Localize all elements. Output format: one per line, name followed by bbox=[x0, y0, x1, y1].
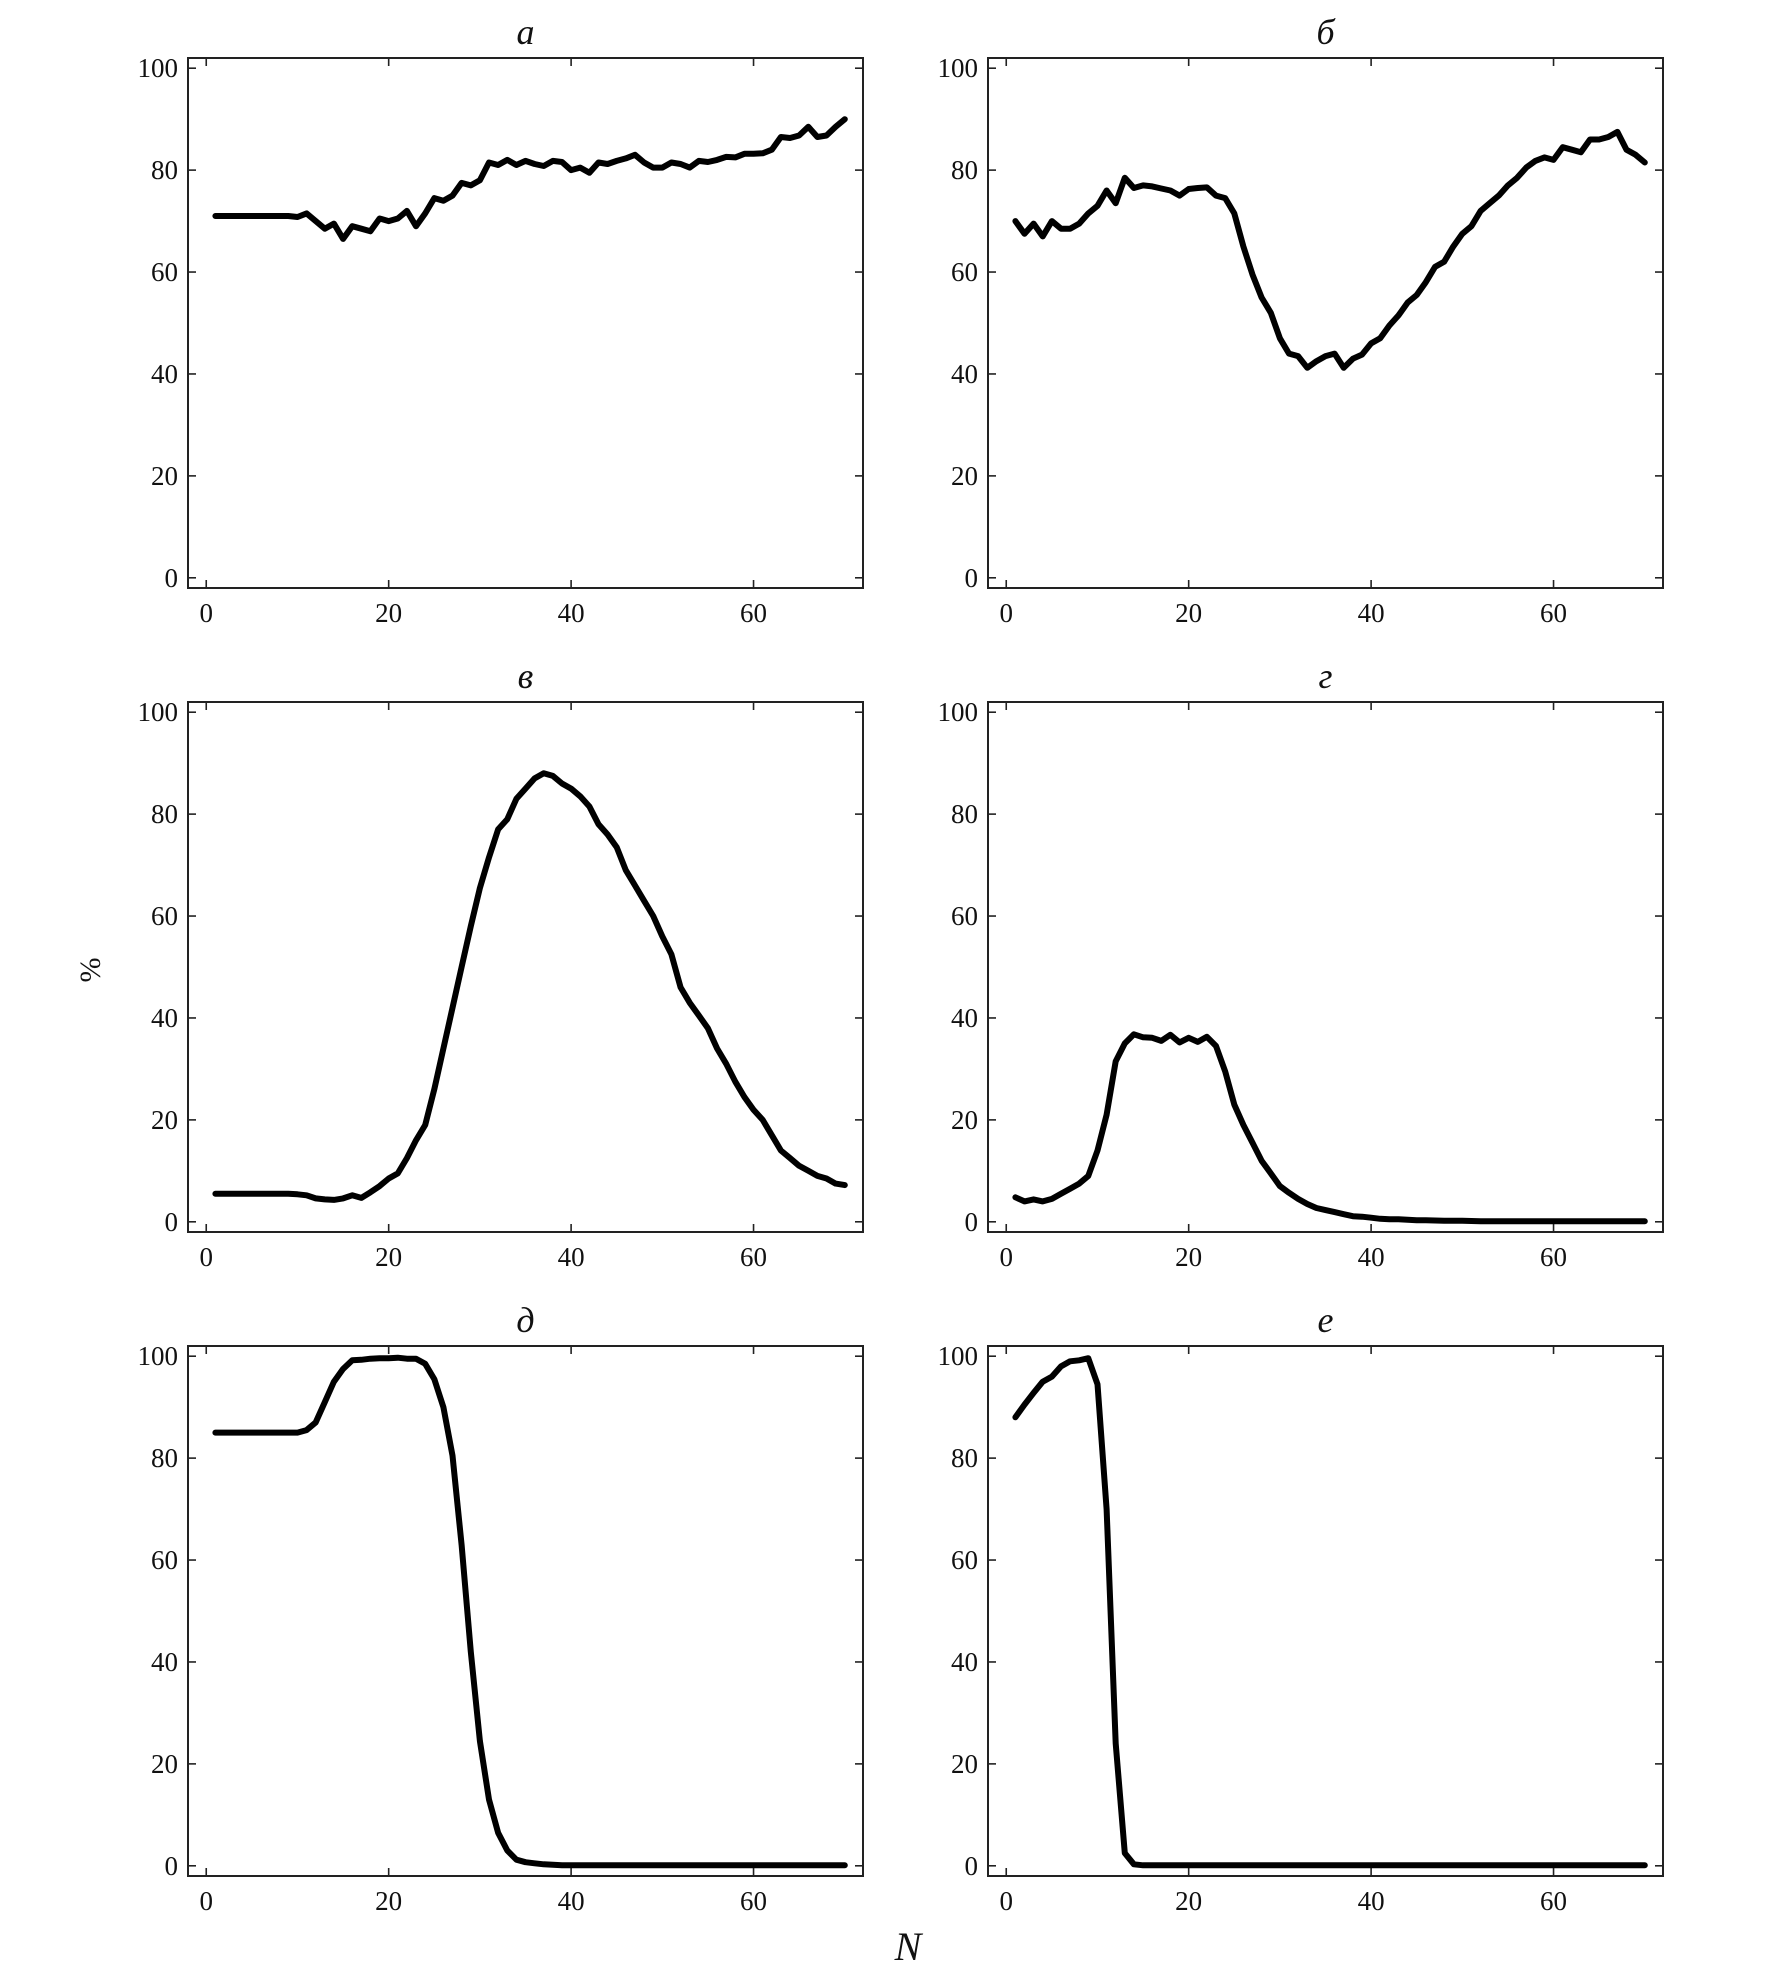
y-tick-label: 80 bbox=[951, 799, 978, 829]
y-tick-label: 100 bbox=[138, 1341, 179, 1371]
y-tick-label: 0 bbox=[165, 1207, 179, 1237]
y-tick-label: 0 bbox=[165, 563, 179, 593]
subplot-1: а 0 20 40 60 80 100 0 20 40 60 bbox=[138, 12, 864, 628]
plot-frame bbox=[187, 1345, 864, 1877]
y-tick-label: 60 bbox=[151, 901, 178, 931]
x-tick-label: 0 bbox=[999, 1242, 1013, 1272]
x-tick-label: 20 bbox=[1175, 1886, 1202, 1916]
series-line bbox=[212, 770, 848, 1203]
series-line bbox=[212, 1354, 848, 1869]
y-tick-label: 40 bbox=[951, 1003, 978, 1033]
plot-frame bbox=[987, 701, 1664, 1233]
y-tick-label: 20 bbox=[151, 1105, 178, 1135]
subplot-3: в 0 20 40 60 80 100 0 20 40 60 bbox=[138, 656, 864, 1272]
x-tick-label: 0 bbox=[199, 598, 213, 628]
y-tick-label: 0 bbox=[965, 1851, 979, 1881]
y-tick-label: 60 bbox=[151, 1545, 178, 1575]
x-axis-label: N bbox=[894, 1924, 924, 1969]
series-line bbox=[212, 116, 848, 242]
x-tick-label: 60 bbox=[740, 598, 767, 628]
y-tick-label: 40 bbox=[951, 1647, 978, 1677]
y-tick-label: 80 bbox=[951, 155, 978, 185]
y-tick-label: 40 bbox=[151, 1647, 178, 1677]
panel-title: е bbox=[1318, 1300, 1334, 1340]
y-tick-label: 60 bbox=[951, 1545, 978, 1575]
y-tick-label: 60 bbox=[951, 257, 978, 287]
panel-title: б bbox=[1316, 12, 1336, 52]
x-tick-label: 20 bbox=[375, 1242, 402, 1272]
y-tick-label: 100 bbox=[938, 697, 979, 727]
y-tick-label: 20 bbox=[951, 1749, 978, 1779]
y-tick-label: 60 bbox=[951, 901, 978, 931]
plot-frame bbox=[987, 57, 1664, 589]
subplot-4: г 0 20 40 60 80 100 0 20 40 60 bbox=[938, 656, 1664, 1272]
y-tick-label: 100 bbox=[138, 53, 179, 83]
y-tick-label: 20 bbox=[151, 461, 178, 491]
x-tick-label: 40 bbox=[1358, 598, 1385, 628]
x-tick-label: 40 bbox=[1358, 1242, 1385, 1272]
x-tick-label: 20 bbox=[1175, 598, 1202, 628]
y-tick-label: 100 bbox=[138, 697, 179, 727]
y-tick-label: 20 bbox=[951, 1105, 978, 1135]
y-tick-label: 0 bbox=[965, 1207, 979, 1237]
y-tick-label: 40 bbox=[151, 1003, 178, 1033]
x-tick-label: 0 bbox=[999, 598, 1013, 628]
subplot-grid: а 0 20 40 60 80 100 0 20 40 60 б 0 20 40 60 80 100 0 20 40 60… bbox=[138, 12, 1664, 1916]
panel-title: а bbox=[517, 12, 535, 52]
plot-frame bbox=[187, 701, 864, 1233]
y-tick-label: 80 bbox=[151, 799, 178, 829]
x-tick-label: 0 bbox=[199, 1886, 213, 1916]
y-tick-label: 20 bbox=[151, 1749, 178, 1779]
y-tick-label: 60 bbox=[151, 257, 178, 287]
x-tick-label: 20 bbox=[375, 598, 402, 628]
x-tick-label: 60 bbox=[1540, 598, 1567, 628]
y-tick-label: 20 bbox=[951, 461, 978, 491]
x-tick-label: 60 bbox=[1540, 1886, 1567, 1916]
x-tick-label: 40 bbox=[558, 1242, 585, 1272]
x-tick-label: 60 bbox=[740, 1886, 767, 1916]
plot-frame bbox=[187, 57, 864, 589]
x-tick-label: 0 bbox=[999, 1886, 1013, 1916]
panel-title: г bbox=[1318, 656, 1332, 696]
subplot-5: д 0 20 40 60 80 100 0 20 40 60 bbox=[138, 1300, 864, 1916]
plot-frame bbox=[987, 1345, 1664, 1877]
x-tick-label: 0 bbox=[199, 1242, 213, 1272]
y-tick-label: 80 bbox=[951, 1443, 978, 1473]
panel-title: в bbox=[518, 656, 534, 696]
series-line bbox=[1012, 1355, 1648, 1869]
x-tick-label: 40 bbox=[558, 1886, 585, 1916]
x-tick-label: 60 bbox=[1540, 1242, 1567, 1272]
x-tick-label: 20 bbox=[1175, 1242, 1202, 1272]
y-tick-label: 80 bbox=[151, 155, 178, 185]
x-tick-label: 20 bbox=[375, 1886, 402, 1916]
subplot-6: е 0 20 40 60 80 100 0 20 40 60 bbox=[938, 1300, 1664, 1916]
series-line bbox=[1012, 128, 1648, 371]
subplot-2: б 0 20 40 60 80 100 0 20 40 60 bbox=[938, 12, 1664, 628]
x-tick-label: 60 bbox=[740, 1242, 767, 1272]
x-tick-label: 40 bbox=[558, 598, 585, 628]
y-tick-label: 40 bbox=[951, 359, 978, 389]
y-tick-label: 0 bbox=[165, 1851, 179, 1881]
series-line bbox=[1012, 1031, 1648, 1225]
y-tick-label: 0 bbox=[965, 563, 979, 593]
y-tick-label: 100 bbox=[938, 1341, 979, 1371]
y-tick-label: 80 bbox=[151, 1443, 178, 1473]
y-tick-label: 100 bbox=[938, 53, 979, 83]
x-tick-label: 40 bbox=[1358, 1886, 1385, 1916]
y-axis-label: % bbox=[74, 958, 107, 983]
panel-title: д bbox=[516, 1300, 534, 1340]
y-tick-label: 40 bbox=[151, 359, 178, 389]
